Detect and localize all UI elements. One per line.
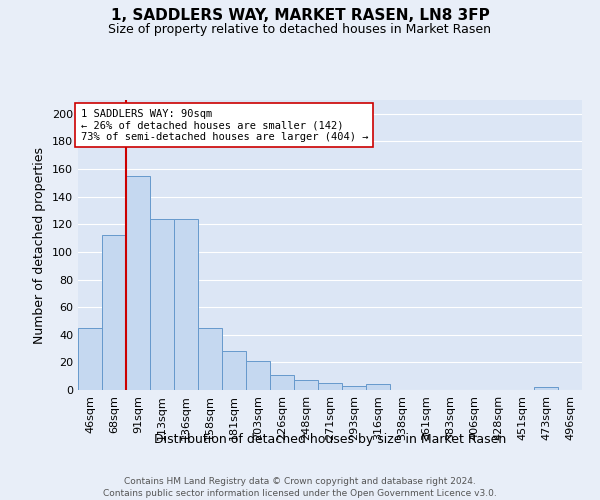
Bar — [198, 328, 222, 390]
Bar — [270, 375, 294, 390]
Y-axis label: Number of detached properties: Number of detached properties — [34, 146, 46, 344]
Text: Contains HM Land Registry data © Crown copyright and database right 2024.: Contains HM Land Registry data © Crown c… — [124, 478, 476, 486]
Text: Size of property relative to detached houses in Market Rasen: Size of property relative to detached ho… — [109, 22, 491, 36]
Bar — [294, 380, 318, 390]
Bar — [222, 352, 246, 390]
Bar — [342, 386, 366, 390]
Bar — [102, 236, 126, 390]
Text: 1, SADDLERS WAY, MARKET RASEN, LN8 3FP: 1, SADDLERS WAY, MARKET RASEN, LN8 3FP — [110, 8, 490, 22]
Bar — [78, 328, 102, 390]
Bar — [534, 387, 558, 390]
Text: 1 SADDLERS WAY: 90sqm
← 26% of detached houses are smaller (142)
73% of semi-det: 1 SADDLERS WAY: 90sqm ← 26% of detached … — [80, 108, 368, 142]
Bar — [318, 383, 342, 390]
Bar — [126, 176, 150, 390]
Bar — [174, 219, 198, 390]
Text: Contains public sector information licensed under the Open Government Licence v3: Contains public sector information licen… — [103, 489, 497, 498]
Text: Distribution of detached houses by size in Market Rasen: Distribution of detached houses by size … — [154, 432, 506, 446]
Bar — [150, 219, 174, 390]
Bar — [366, 384, 390, 390]
Bar — [246, 361, 270, 390]
